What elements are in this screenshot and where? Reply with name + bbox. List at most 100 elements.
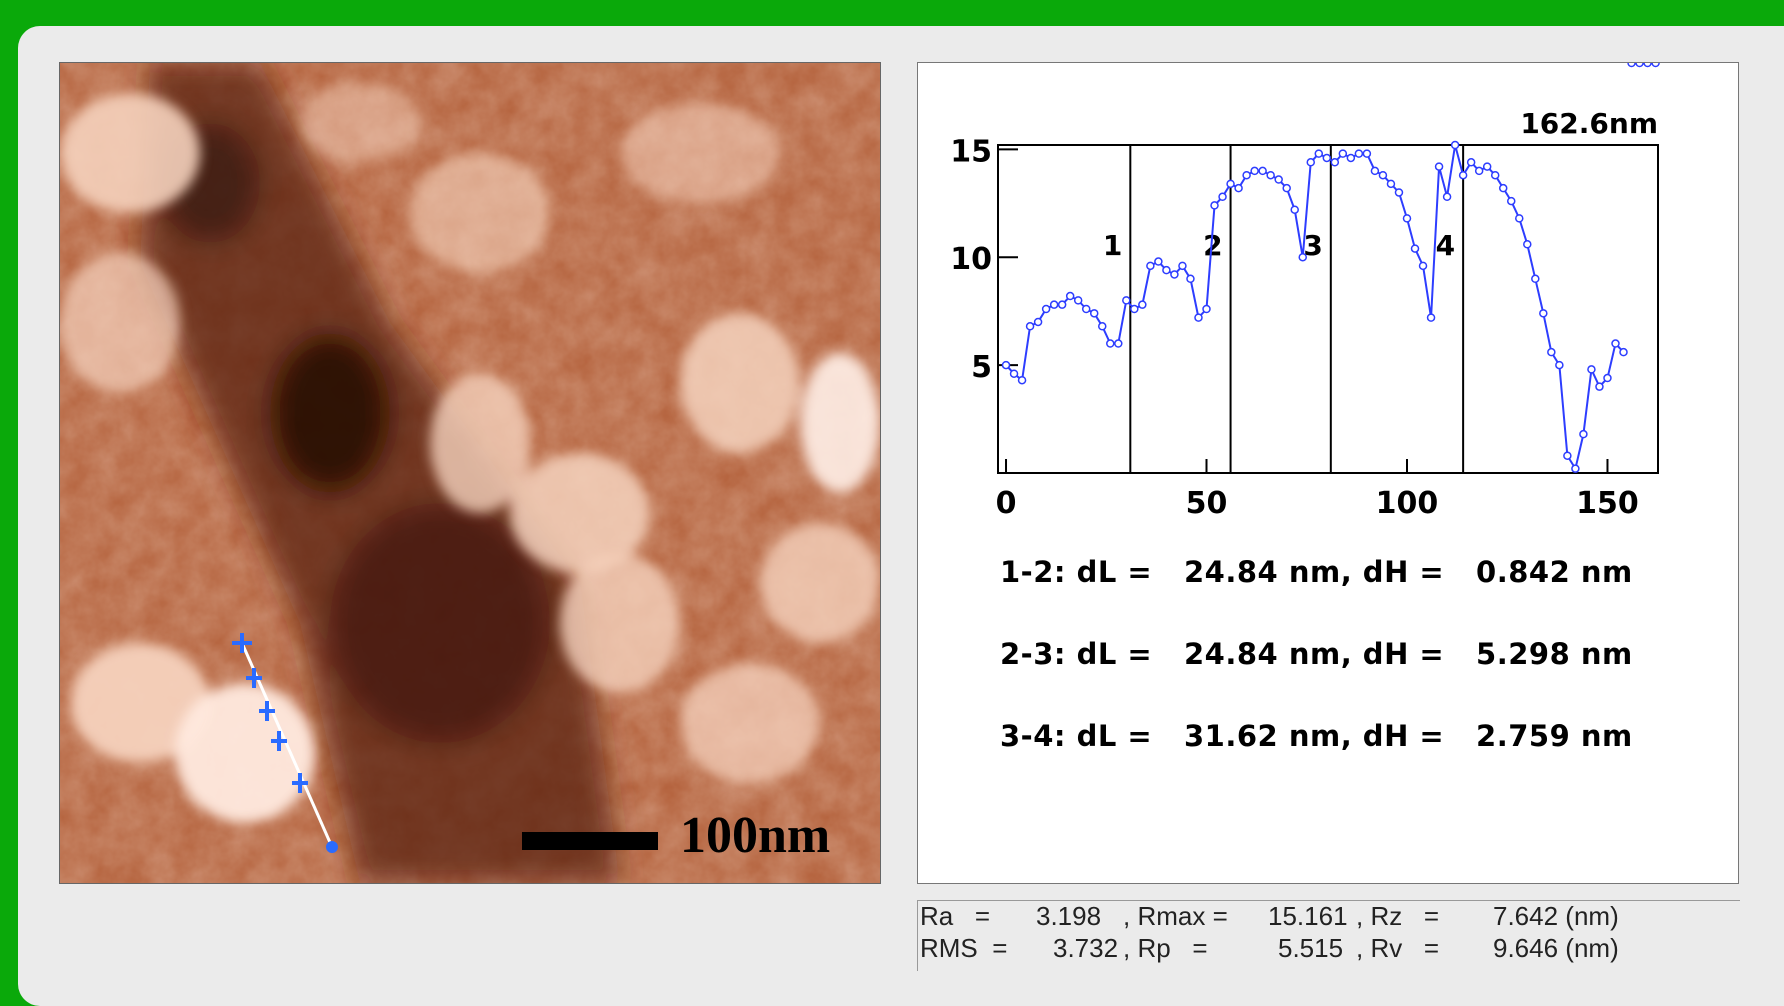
profile-point (1370, 166, 1380, 176)
profile-point (1081, 304, 1091, 314)
profile-point (1170, 270, 1179, 279)
profile-point (1057, 300, 1067, 309)
x-tick-label: 50 (1186, 486, 1228, 521)
profile-point (1482, 162, 1492, 171)
rms-value: 3.732 (1053, 933, 1119, 963)
profile-point (1394, 188, 1404, 197)
profile-point (1130, 304, 1139, 314)
profile-point (1466, 158, 1476, 167)
profile-point (1210, 201, 1219, 210)
cursor-label-2: 2 (1203, 229, 1222, 262)
profile-point (1242, 170, 1251, 180)
profile-point (1041, 304, 1051, 314)
profile-point (1338, 149, 1348, 158)
profile-point (1154, 257, 1163, 266)
measurement-2-3: 2-3: dL = 24.84 nm, dH = 5.298 nm (1000, 637, 1633, 671)
profile-point (1346, 153, 1356, 163)
profile-point (1474, 166, 1484, 176)
profile-point (1539, 309, 1548, 318)
profile-point (1017, 375, 1027, 385)
profile-point (1322, 153, 1332, 163)
measurement-1-2: 1-2: dL = 24.84 nm, dH = 0.842 nm (1000, 555, 1633, 589)
profile-point (1587, 365, 1596, 374)
x-tick-label: 100 (1376, 486, 1439, 521)
rp-value: 5.515 (1278, 933, 1344, 963)
profile-point (1049, 300, 1059, 309)
cursor-label-3: 3 (1303, 229, 1322, 262)
profile-point (1643, 63, 1652, 68)
profile-point (1282, 183, 1291, 193)
afm-texture (60, 63, 880, 883)
rz-label: , Rz = (1356, 901, 1440, 931)
profile-point (1547, 347, 1556, 357)
rv-label: , Rv = (1356, 933, 1440, 963)
profile-point (1378, 170, 1388, 180)
profile-point (1563, 451, 1572, 460)
profile-point (1009, 369, 1019, 378)
profile-point (1490, 170, 1500, 180)
profile-point (1098, 322, 1107, 331)
rv-value: 9.646 (nm) (1493, 933, 1619, 963)
afm-topography-image[interactable] (59, 62, 881, 884)
profile-point (1354, 149, 1364, 158)
profile-point (1290, 205, 1299, 214)
profile-point (1515, 214, 1524, 223)
x-tick-label: 0 (996, 486, 1017, 521)
rmax-value: 15.161 (1268, 901, 1348, 931)
profile-point (1146, 261, 1155, 271)
profile-point (1001, 360, 1011, 370)
profile-point (1298, 252, 1307, 262)
profile-point (1258, 166, 1267, 176)
profile-point (1418, 261, 1428, 271)
rp-label: , Rp = (1123, 933, 1208, 963)
profile-point (1362, 149, 1372, 158)
profile-point (1065, 291, 1075, 301)
profile-point (1226, 179, 1235, 189)
scale-bar-label: 100nm (680, 807, 831, 864)
roughness-stats: Ra = 3.198 , Rmax = 15.161 , Rz = 7.642 … (917, 900, 1740, 971)
measurement-3-4: 3-4: dL = 31.62 nm, dH = 2.759 nm (1000, 719, 1633, 753)
profile-point (1523, 240, 1532, 249)
profile-point (1033, 317, 1043, 327)
y-tick-label: 10 (950, 242, 992, 277)
profile-point (1458, 170, 1468, 180)
ra-label: Ra = (920, 901, 991, 931)
profile-point (1442, 192, 1452, 202)
profile-point (1627, 63, 1636, 68)
profile-point (1386, 179, 1396, 189)
profile-point (1450, 140, 1460, 150)
profile-point (1330, 158, 1340, 167)
profile-point (1162, 265, 1171, 275)
profile-point (1579, 429, 1588, 439)
profile-point (1138, 300, 1147, 309)
scale-bar (522, 832, 658, 850)
profile-point (1498, 183, 1508, 193)
y-tick-label: 15 (950, 134, 992, 169)
profile-point (1178, 261, 1187, 271)
profile-point (1073, 296, 1083, 305)
profile-point (1106, 339, 1115, 348)
profile-point (1306, 158, 1316, 167)
profile-point (1402, 214, 1412, 223)
profile-length-label: 162.6nm (1520, 107, 1658, 140)
profile-point (1314, 149, 1324, 158)
profile-series-line (1005, 144, 1625, 472)
profile-point (1025, 322, 1035, 331)
profile-point (1635, 63, 1644, 68)
profile-point (1250, 166, 1259, 176)
profile-point (1218, 192, 1227, 202)
profile-line-markers (232, 633, 338, 853)
profile-point (1434, 162, 1444, 171)
profile-point (1506, 196, 1516, 206)
profile-point (1114, 339, 1123, 348)
profile-point (1194, 313, 1203, 322)
profile-point (1611, 339, 1620, 348)
profile-point (1202, 304, 1211, 314)
profile-point (1651, 63, 1660, 68)
profile-point (1410, 244, 1420, 253)
profile-point (1266, 170, 1275, 180)
y-tick-label: 5 (971, 350, 992, 385)
rmax-label: , Rmax = (1123, 901, 1228, 931)
profile-point (1234, 183, 1243, 193)
